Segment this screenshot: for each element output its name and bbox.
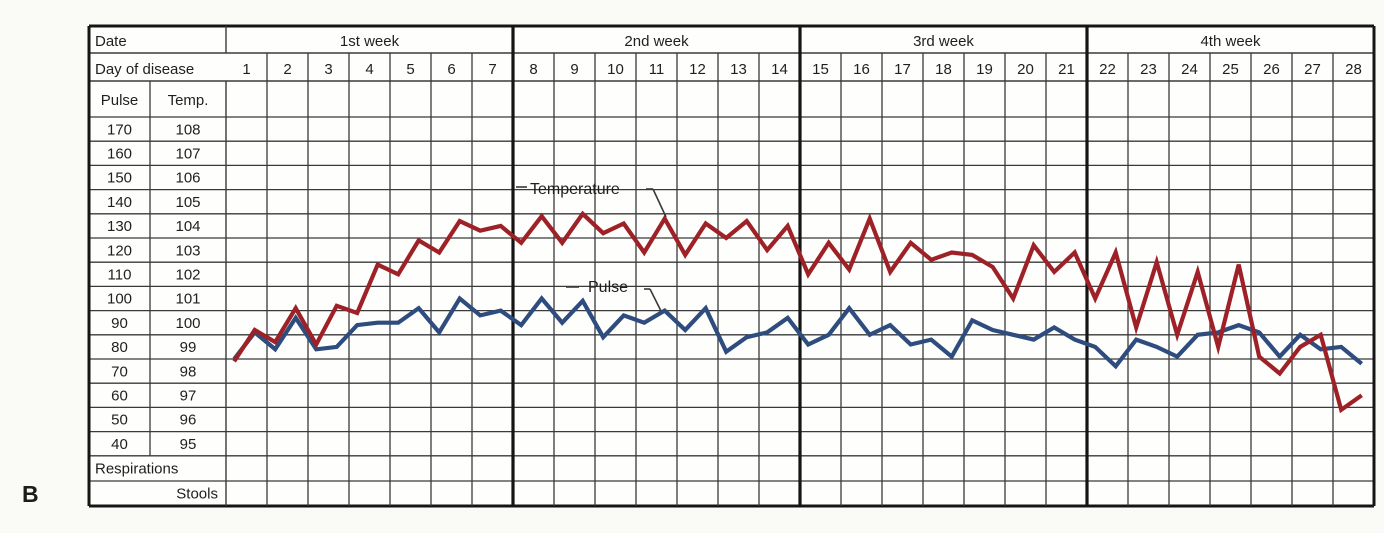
temp-scale-value: 103 (175, 242, 200, 259)
temp-scale-value: 108 (175, 121, 200, 138)
temperature-callout-leader (652, 188, 667, 218)
date-label: Date (95, 33, 127, 50)
day-number: 24 (1181, 61, 1198, 78)
respirations-label: Respirations (95, 460, 178, 477)
temp-header: Temp. (168, 92, 209, 109)
day-number: 12 (689, 61, 706, 78)
day-number: 10 (607, 61, 624, 78)
day-number: 26 (1263, 61, 1280, 78)
pulse-scale-value: 70 (111, 363, 128, 380)
pulse-scale-value: 90 (111, 315, 128, 332)
day-number: 2 (283, 61, 291, 78)
day-number: 5 (406, 61, 414, 78)
day-number: 16 (853, 61, 870, 78)
pulse-scale-value: 130 (107, 218, 132, 235)
day-number: 3 (324, 61, 332, 78)
day-number: 18 (935, 61, 952, 78)
day-of-disease-label: Day of disease (95, 61, 194, 78)
day-number: 7 (488, 61, 496, 78)
day-number: 22 (1099, 61, 1116, 78)
temp-scale-value: 95 (180, 436, 197, 453)
pulse-scale-value: 100 (107, 291, 132, 308)
temp-scale-value: 99 (180, 339, 197, 356)
pulse-callout-leader (649, 288, 662, 312)
temp-scale-value: 101 (175, 291, 200, 308)
temp-scale-value: 97 (180, 388, 197, 405)
temp-scale-value: 107 (175, 146, 200, 163)
week-label: 3rd week (913, 33, 974, 50)
day-number: 25 (1222, 61, 1239, 78)
day-number: 1 (242, 61, 250, 78)
day-number: 17 (894, 61, 911, 78)
week-label: 2nd week (624, 33, 689, 50)
day-number: 13 (730, 61, 747, 78)
day-number: 20 (1017, 61, 1034, 78)
pulse-scale-value: 170 (107, 121, 132, 138)
day-number: 6 (447, 61, 455, 78)
day-number: 21 (1058, 61, 1075, 78)
pulse-scale-value: 50 (111, 412, 128, 429)
day-number: 9 (570, 61, 578, 78)
pulse-header: Pulse (101, 92, 139, 109)
temp-scale-value: 98 (180, 363, 197, 380)
pulse-scale-value: 60 (111, 388, 128, 405)
week-label: 4th week (1200, 33, 1261, 50)
temp-scale-value: 102 (175, 267, 200, 284)
day-number: 28 (1345, 61, 1362, 78)
figure-label: B (22, 481, 39, 507)
temperature-line (232, 210, 1363, 414)
stools-label: Stools (176, 486, 218, 503)
day-number: 27 (1304, 61, 1321, 78)
pulse-callout-label: Pulse (588, 279, 628, 296)
temp-scale-value: 104 (175, 218, 200, 235)
temperature-callout-label: Temperature (530, 181, 620, 198)
day-number: 14 (771, 61, 788, 78)
day-number: 4 (365, 61, 373, 78)
pulse-scale-value: 80 (111, 339, 128, 356)
pulse-scale-value: 160 (107, 146, 132, 163)
day-number: 23 (1140, 61, 1157, 78)
pulse-line (232, 295, 1364, 370)
pulse-scale-value: 140 (107, 194, 132, 211)
temp-scale-value: 96 (180, 412, 197, 429)
temp-scale-value: 105 (175, 194, 200, 211)
week-label: 1st week (340, 33, 400, 50)
temp-scale-value: 100 (175, 315, 200, 332)
day-number: 11 (649, 61, 665, 78)
pulse-scale-value: 40 (111, 436, 128, 453)
day-number: 8 (529, 61, 537, 78)
pulse-scale-value: 150 (107, 170, 132, 187)
temp-scale-value: 106 (175, 170, 200, 187)
pulse-scale-value: 120 (107, 242, 132, 259)
pulse-scale-value: 110 (108, 267, 132, 284)
table-background (89, 26, 1374, 506)
day-number: 15 (812, 61, 829, 78)
day-number: 19 (976, 61, 993, 78)
